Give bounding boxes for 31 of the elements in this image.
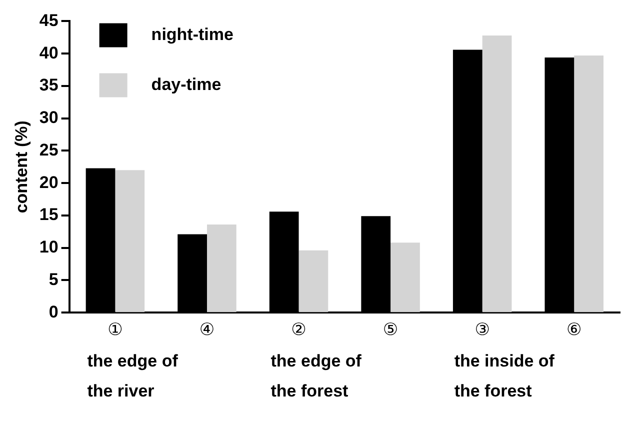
bar [206,224,236,312]
legend-label: day-time [151,74,222,94]
bar [482,35,512,312]
x-tick-label: ③ [474,320,490,340]
bar [115,170,145,312]
y-tick-label: 10 [39,238,58,257]
y-axis-title: content (%) [12,120,31,214]
x-tick-label: ⑥ [566,320,582,340]
text: the inside of [454,352,555,371]
x-tick-label: ② [291,320,306,340]
text: the edge of [87,352,178,371]
y-tick-label: 5 [48,270,58,289]
bar [298,250,328,312]
y-tick-label: 20 [39,172,58,192]
x-tick-label: ④ [199,320,215,340]
y-tick-label: 35 [39,76,58,95]
y-tick-label: 30 [39,108,58,128]
text: the river [87,382,155,401]
text: the forest [270,382,349,401]
x-tick-label: ⑤ [382,320,398,340]
y-tick-label: 25 [39,140,58,160]
text: the forest [454,382,532,401]
text: the edge of [270,352,362,371]
bar [390,242,420,312]
y-tick-label: 15 [39,205,58,224]
y-tick-label: 45 [39,10,58,30]
bar [574,56,604,312]
y-tick-label: 0 [48,302,58,322]
x-tick-label: ① [108,320,123,340]
y-tick-label: 40 [39,43,58,62]
legend-label: night-time [151,24,234,44]
